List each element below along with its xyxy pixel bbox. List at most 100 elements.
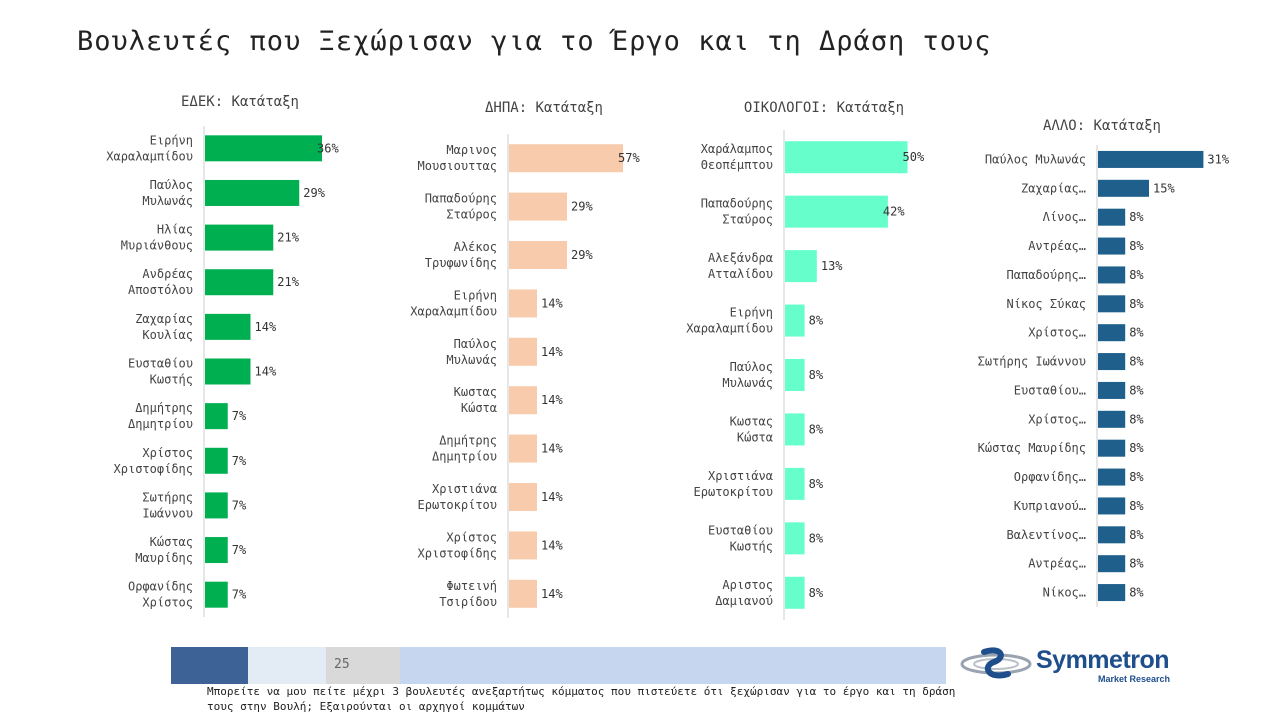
value-label-other: 8%: [1129, 557, 1144, 571]
bar-ecologists: [785, 304, 805, 337]
category-label-ecologists: Χαράλαμπος Θεοπέμπτου: [701, 142, 773, 172]
bar-edek: [205, 135, 322, 162]
value-label-edek: 21%: [277, 231, 299, 245]
bar-ecologists: [785, 467, 805, 500]
symmetron-logo: Symmetron Market Research: [958, 640, 1198, 690]
value-label-other: 8%: [1129, 239, 1144, 253]
value-label-edek: 14%: [255, 320, 277, 334]
bar-other: [1098, 439, 1126, 457]
value-label-other: 8%: [1129, 528, 1144, 542]
bar-other: [1098, 584, 1126, 602]
bar-ecologists: [785, 413, 805, 446]
logo-name: Symmetron: [1036, 646, 1170, 674]
category-label-ecologists: Ειρήνη Χαραλαμπίδου: [686, 306, 773, 336]
value-label-ecologists: 13%: [821, 259, 843, 273]
category-label-edek: Χρίστος Χριστοφίδης: [114, 446, 193, 476]
logo-swirl-icon: [960, 647, 1032, 679]
footer-stripe-light: [248, 647, 326, 684]
chart-title-dipa: ΔΗΠΑ: Κατάταξη: [485, 100, 603, 116]
value-label-ecologists: 8%: [809, 422, 824, 436]
value-label-edek: 7%: [232, 543, 247, 557]
bar-other: [1098, 179, 1149, 197]
value-label-ecologists: 8%: [809, 477, 824, 491]
value-label-other: 8%: [1129, 383, 1144, 397]
bar-dipa: [509, 289, 537, 318]
bar-other: [1098, 266, 1126, 284]
value-label-dipa: 14%: [541, 393, 563, 407]
category-label-ecologists: Αριστος Δαμιανού: [715, 578, 773, 608]
category-label-other: Νίκος…: [1043, 586, 1086, 600]
bar-ecologists: [785, 576, 805, 609]
bar-edek: [205, 224, 274, 251]
bar-other: [1098, 208, 1126, 226]
value-label-other: 8%: [1129, 210, 1144, 224]
bar-dipa: [509, 579, 537, 608]
value-label-ecologists: 8%: [809, 314, 824, 328]
category-label-dipa: Παπαδούρης Σταύρος: [425, 192, 497, 222]
category-label-dipa: Ειρήνη Χαραλαμπίδου: [410, 288, 497, 318]
bar-other: [1098, 381, 1126, 399]
category-label-edek: Ορφανίδης Χρίστος: [128, 580, 193, 610]
bar-other: [1098, 410, 1126, 428]
category-label-other: Ζαχαρίας…: [1021, 181, 1086, 195]
footer-stripe-dark: [171, 647, 248, 684]
category-label-dipa: Δημήτρης Δημητρίου: [432, 434, 497, 464]
footer-stripe-grey: [326, 647, 400, 684]
bar-ecologists: [785, 141, 908, 174]
bar-edek: [205, 492, 228, 519]
value-label-other: 8%: [1129, 441, 1144, 455]
bar-ecologists: [785, 250, 817, 283]
category-label-dipa: Κωστας Κώστα: [454, 385, 497, 415]
bar-dipa: [509, 483, 537, 511]
category-label-ecologists: Παπαδούρης Σταύρος: [701, 197, 773, 227]
page-number: 25: [334, 657, 350, 672]
value-label-dipa: 14%: [541, 538, 563, 552]
value-label-ecologists: 8%: [809, 531, 824, 545]
value-label-edek: 29%: [303, 186, 325, 200]
category-label-dipa: Χριστιάνα Ερωτοκρίτου: [418, 482, 497, 512]
category-label-other: Κυπριανού…: [1014, 499, 1086, 513]
bar-dipa: [509, 337, 537, 366]
bar-other: [1098, 324, 1126, 342]
bar-other: [1098, 353, 1126, 371]
category-label-other: Χρίστος…: [1028, 326, 1086, 340]
category-label-dipa: Παύλος Μυλωνάς: [446, 337, 497, 367]
bar-dipa: [509, 144, 623, 173]
category-label-other: Κώστας Μαυρίδης: [978, 441, 1086, 455]
value-label-dipa: 29%: [571, 248, 593, 262]
category-label-edek: Ευσταθίου Κωστής: [128, 357, 193, 387]
value-label-ecologists: 42%: [883, 205, 905, 219]
value-label-other: 15%: [1153, 181, 1175, 195]
value-label-dipa: 14%: [541, 296, 563, 310]
category-label-other: Ευσταθίου…: [1014, 383, 1086, 397]
category-label-other: Νίκος Σύκας: [1007, 297, 1086, 311]
category-label-other: Αντρέας…: [1028, 557, 1086, 571]
category-label-dipa: Χρίστος Χριστοφίδης: [418, 530, 497, 560]
value-label-other: 8%: [1129, 355, 1144, 369]
value-label-other: 31%: [1207, 152, 1229, 166]
value-label-edek: 7%: [232, 498, 247, 512]
category-label-ecologists: Ευσταθίου Κωστής: [708, 523, 773, 553]
footer-stripe-blue: [400, 647, 946, 684]
category-label-dipa: Αλέκος Τρυφωνίδης: [425, 240, 497, 270]
bar-edek: [205, 537, 228, 564]
category-label-other: Ορφανίδης…: [1014, 470, 1086, 484]
value-label-edek: 7%: [232, 454, 247, 468]
value-label-other: 8%: [1129, 586, 1144, 600]
category-label-other: Βαλεντίνος…: [1007, 528, 1086, 542]
value-label-dipa: 14%: [541, 345, 563, 359]
category-label-ecologists: Αλεξάνδρα Ατταλίδου: [708, 251, 773, 281]
category-label-edek: Σωτήρης Ιωάννου: [142, 490, 193, 520]
survey-question: Μπορείτε να μου πείτε μέχρι 3 βουλευτές …: [207, 685, 956, 713]
category-label-dipa: Φωτεινή Τσιρίδου: [439, 579, 497, 609]
category-label-other: Λίνος…: [1043, 210, 1086, 224]
value-label-ecologists: 8%: [809, 368, 824, 382]
chart-title-other: ΑΛΛΟ: Κατάταξη: [1043, 118, 1161, 134]
